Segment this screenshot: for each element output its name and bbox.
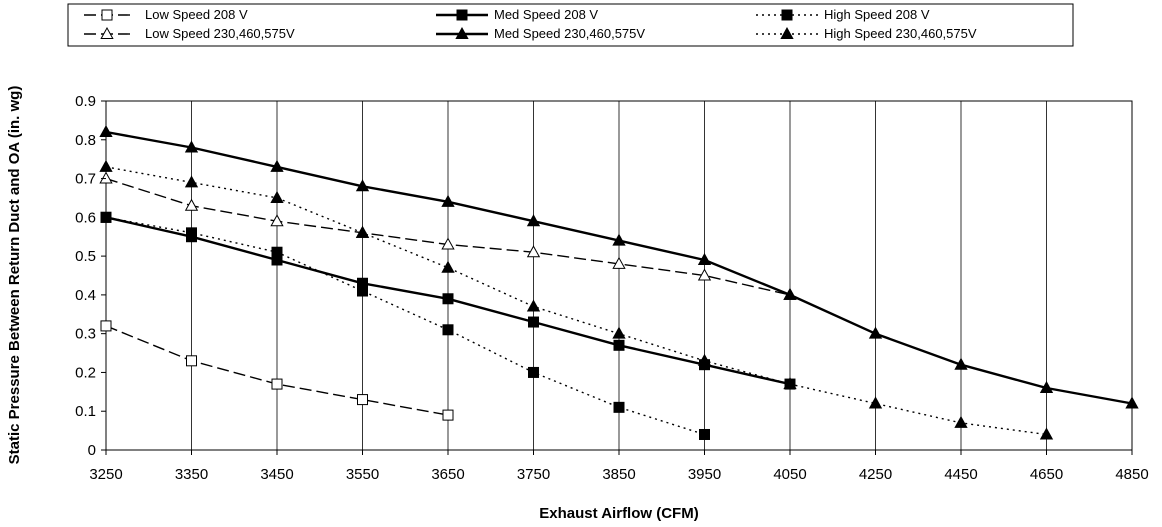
legend: Low Speed 208 V Med Speed 208 V High Speed… (67, 3, 1074, 47)
y-tick-label: 0.7 (75, 171, 96, 188)
y-tick-label: 0.2 (75, 364, 96, 381)
data-point (270, 190, 284, 203)
data-point (612, 256, 626, 269)
x-tick-label: 4450 (944, 466, 977, 483)
data-point (184, 140, 199, 153)
data-point (99, 159, 113, 172)
data-point (613, 401, 625, 413)
x-tick-label: 3950 (688, 466, 721, 483)
series-markers (99, 124, 1139, 440)
data-point (442, 293, 454, 305)
x-axis-ticks: 3250 3350 3450 3550 3650 3750 3850 3950 4050 4250… (89, 450, 1149, 483)
legend-label: High Speed 208 V (824, 7, 930, 22)
legend-label: Low Speed 230,460,575V (145, 26, 295, 41)
data-point (528, 366, 539, 378)
data-point (697, 353, 712, 366)
data-point (954, 415, 968, 428)
x-tick-label: 3550 (346, 466, 379, 483)
x-tick-label: 4850 (1115, 466, 1148, 483)
x-axis-title: Exhaust Airflow (CFM) (539, 505, 698, 522)
data-point (441, 260, 455, 273)
data-point (270, 159, 284, 172)
y-tick-label: 0.6 (75, 209, 96, 226)
data-point (783, 377, 797, 390)
data-point (184, 175, 199, 188)
y-tick-label: 0.8 (75, 132, 96, 149)
data-point (355, 179, 370, 192)
x-tick-label: 3650 (431, 466, 464, 483)
data-point (271, 246, 283, 258)
x-tick-label: 3750 (517, 466, 550, 483)
y-tick-label: 0.3 (75, 326, 96, 343)
data-point (270, 214, 284, 227)
data-point (526, 245, 541, 258)
data-point (441, 237, 455, 250)
y-tick-label: 0.5 (75, 248, 96, 265)
legend-label: High Speed 230,460,575V (824, 26, 977, 41)
data-point (184, 198, 199, 211)
data-point (271, 378, 283, 390)
data-point (1039, 427, 1054, 440)
data-point (526, 299, 541, 312)
series-line-2 (105, 216, 705, 436)
y-axis-title: Static Pressure Between Return Duct and … (6, 86, 23, 465)
data-point (100, 320, 112, 332)
x-tick-label: 3850 (602, 466, 635, 483)
x-tick-label: 4050 (773, 466, 806, 483)
data-point (442, 324, 454, 336)
legend-box (67, 3, 1074, 47)
legend-marker (781, 9, 793, 21)
legend-label: Med Speed 230,460,575V (494, 26, 645, 41)
data-point (526, 214, 541, 227)
data-point (186, 355, 197, 367)
x-tick-label: 4650 (1030, 466, 1063, 483)
data-point (954, 357, 968, 370)
data-point (699, 428, 710, 440)
x-tick-label: 4250 (859, 466, 892, 483)
data-point (1125, 396, 1139, 409)
data-point (612, 233, 626, 246)
legend-marker (455, 26, 469, 39)
legend-label: Med Speed 208 V (494, 7, 598, 22)
legend-marker (101, 9, 113, 21)
series-line-5 (105, 166, 1047, 436)
data-point (355, 225, 370, 238)
data-point (528, 316, 539, 328)
data-point (783, 287, 797, 300)
data-point (697, 252, 712, 265)
data-point (99, 171, 113, 184)
data-point (613, 339, 625, 351)
legend-label: Low Speed 208 V (145, 7, 248, 22)
y-axis-ticks: 0 0.1 0.2 0.3 0.4 0.5 0.6 0.7 0.8 0.9 (75, 93, 106, 459)
legend-marker (456, 9, 468, 21)
data-point (868, 326, 883, 339)
x-tick-label: 3350 (175, 466, 208, 483)
data-point (99, 124, 113, 138)
data-point (442, 409, 454, 421)
legend-marker (780, 26, 794, 39)
data-point (357, 285, 368, 297)
y-tick-label: 0 (88, 442, 96, 459)
data-point (1039, 380, 1054, 393)
y-tick-label: 0.9 (75, 93, 96, 110)
data-point (186, 227, 197, 239)
y-tick-label: 0.1 (75, 403, 96, 420)
data-point (697, 268, 712, 281)
data-point (357, 394, 368, 406)
grid-lines (191, 101, 1047, 450)
data-point (612, 326, 626, 339)
data-point (868, 396, 883, 409)
y-tick-label: 0.4 (75, 287, 96, 304)
x-tick-label: 3450 (260, 466, 293, 483)
legend-marker (100, 26, 114, 39)
data-point (441, 194, 455, 207)
x-tick-label: 3250 (89, 466, 122, 483)
